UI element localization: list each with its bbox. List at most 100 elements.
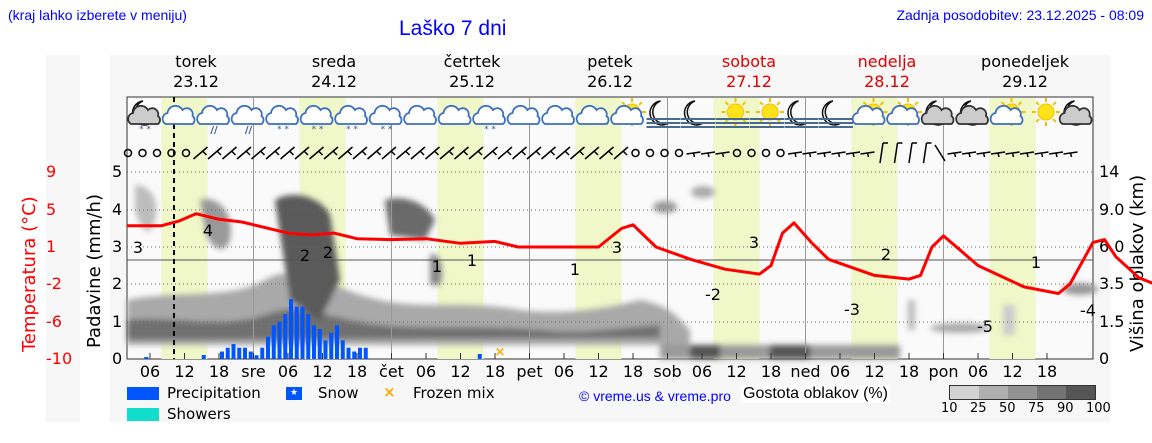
cloud-cover-label: 100 [1086, 401, 1111, 416]
calm-wind-icon [674, 148, 684, 158]
wind-barb-icon [541, 146, 556, 160]
sun-cloud-icon [886, 98, 922, 126]
calm-wind-icon [138, 148, 147, 158]
svg-text://: // [210, 125, 218, 136]
wind-barb-icon [1019, 151, 1035, 158]
page-title: Laško 7 dni [399, 17, 507, 40]
day-date: 28.12 [864, 72, 910, 91]
night-fog-icon [784, 100, 819, 128]
time-tick-label: 18 [623, 362, 643, 381]
legend-snow-label: Snow [318, 384, 359, 402]
day-date: 29.12 [1002, 72, 1048, 91]
day-header: ponedeljek 29.12 [965, 52, 1085, 92]
wind-barb-icon [816, 151, 832, 158]
cloud-height-tick: 1.5 [1099, 312, 1125, 331]
wind-barb-icon [893, 142, 903, 164]
precipitation-tick: 0 [112, 349, 123, 368]
time-tick-label: pon [928, 362, 958, 381]
precipitation-tick: 4 [112, 200, 123, 219]
wind-barb-icon [584, 146, 600, 160]
cloudy-icon [161, 104, 196, 125]
temperature-label: 1 [467, 251, 477, 270]
time-tick-label: 06 [692, 362, 712, 381]
cloudy-icon [403, 104, 437, 125]
sun-fog-icon [715, 98, 750, 128]
wind-barb-icon [1048, 151, 1064, 158]
cloudy-rain-icon: // [196, 104, 230, 136]
cloud-cover-swatch [950, 386, 979, 399]
night-fog-icon [681, 100, 715, 128]
time-tick-label: 12 [588, 362, 608, 381]
calm-wind-icon [631, 148, 640, 158]
wind-barb-icon [497, 146, 513, 160]
day-date: 27.12 [726, 72, 772, 91]
wind-barb-icon [1063, 151, 1078, 158]
day-header: sreda 24.12 [274, 52, 394, 92]
calm-wind-icon [660, 148, 669, 158]
cloud-cover-label: 75 [1028, 401, 1045, 416]
sun-cloud-icon [610, 98, 646, 126]
time-tick-label: 12 [450, 362, 470, 381]
temperature-label: 1 [1031, 253, 1041, 272]
wind-barb-icon [599, 146, 614, 160]
time-tick-label: 06 [830, 362, 850, 381]
wind-barb-icon [236, 146, 252, 160]
time-axis: 06 12 18 sre 06 12 18 čet 06 12 18 pet 06 12 18 sob 06 12… [140, 353, 1057, 381]
cloudy-snow-icon: * * [299, 104, 334, 135]
temperature-label: 3 [749, 233, 759, 252]
temp-axis-panel [46, 55, 80, 422]
day-header: nedelja 28.12 [827, 52, 947, 92]
temperature-label: 2 [300, 246, 310, 265]
temperature-tick: -6 [46, 312, 62, 331]
temperature-label: -4 [1080, 301, 1096, 320]
time-tick-label: sob [653, 362, 681, 381]
sun-small-cloud-icon [989, 98, 1026, 126]
time-tick-label: 18 [485, 362, 505, 381]
wind-barb-icon [483, 146, 498, 160]
day-header: petek 26.12 [550, 52, 670, 92]
day-name: četrtek [443, 52, 501, 71]
precipitation-bars [144, 299, 482, 359]
temperature-tick: 5 [46, 200, 57, 219]
cloud-cover-scale [949, 385, 1096, 400]
cloudy-icon [541, 104, 575, 125]
precipitation-tick: 1 [112, 312, 123, 331]
cloudy-snow-icon: * * [334, 104, 368, 135]
wind-barb-icon [787, 151, 803, 158]
temperature-label: 2 [323, 243, 333, 262]
day-date: 26.12 [587, 72, 633, 91]
day-header: torek 23.12 [136, 52, 256, 92]
time-tick-label: 18 [209, 362, 229, 381]
wind-barb-icon [352, 146, 368, 160]
wind-barb-icon [222, 146, 237, 160]
legend-showers-swatch [127, 408, 159, 421]
wind-barb-icon [396, 146, 411, 160]
legend-showers-label: Showers [167, 405, 231, 423]
wind-barb-icon [309, 146, 324, 160]
day-header: sobota 27.12 [689, 52, 809, 92]
wind-barb-icon [512, 146, 527, 160]
credit-link[interactable]: © vreme.us & vreme.pro [579, 388, 731, 404]
temperature-label: -5 [977, 317, 993, 336]
svg-text:* *: * * [277, 125, 289, 135]
wind-barb-icon [934, 144, 946, 162]
svg-text:* *: * * [346, 125, 358, 135]
time-tick-label: 12 [1002, 362, 1022, 381]
calm-wind-icon [181, 148, 191, 158]
cloud-density [127, 185, 1098, 359]
temperature-tick: 1 [46, 237, 57, 256]
temperature-tick: -2 [46, 274, 62, 293]
region-hint: (kraj lahko izberete v meniju) [8, 7, 187, 23]
cloud-height-tick: 0 [1099, 349, 1110, 368]
temperature-label: 4 [203, 221, 213, 240]
svg-text:* *: * * [484, 125, 496, 135]
temperature-label: 2 [881, 245, 891, 264]
last-update: Zadnja posodobitev: 23.12.2025 - 08:09 [896, 7, 1144, 23]
wind-barb-icon [845, 151, 861, 158]
wind-barb-icon [613, 146, 629, 160]
svg-text:* *: * * [381, 125, 393, 135]
day-date: 24.12 [311, 72, 357, 91]
cloud-cover-label: 10 [941, 401, 958, 416]
wind-barb-icon [280, 146, 295, 160]
time-tick-label: 12 [312, 362, 332, 381]
